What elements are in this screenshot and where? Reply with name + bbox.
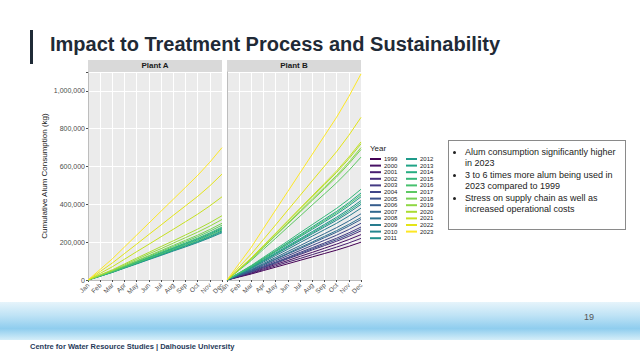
svg-text:May: May [264, 281, 279, 296]
svg-text:2012: 2012 [420, 156, 434, 162]
svg-text:2013: 2013 [420, 163, 434, 169]
svg-text:2018: 2018 [420, 196, 434, 202]
svg-text:2016: 2016 [420, 182, 434, 188]
svg-text:600,000: 600,000 [60, 163, 85, 170]
svg-text:Feb: Feb [90, 281, 103, 294]
svg-text:2015: 2015 [420, 176, 434, 182]
svg-text:Mar: Mar [102, 281, 115, 294]
svg-text:2003: 2003 [384, 182, 398, 188]
svg-text:400,000: 400,000 [60, 201, 85, 208]
svg-text:Feb: Feb [229, 281, 242, 294]
svg-text:May: May [125, 281, 140, 296]
svg-text:Cumulative Alum Consumption (k: Cumulative Alum Consumption (kg) [40, 113, 49, 239]
svg-text:2002: 2002 [384, 176, 398, 182]
svg-text:200,000: 200,000 [60, 239, 85, 246]
svg-text:1999: 1999 [384, 156, 398, 162]
svg-text:0: 0 [81, 276, 85, 284]
svg-text:800,000: 800,000 [60, 125, 85, 132]
svg-text:2007: 2007 [384, 209, 398, 215]
svg-text:Oct: Oct [188, 281, 200, 293]
svg-text:2005: 2005 [384, 196, 398, 202]
svg-text:Aug: Aug [163, 281, 177, 295]
svg-text:2022: 2022 [420, 222, 434, 228]
html-text:Stress on supply chain as well: Stress on supply chain as well as increa… [465, 193, 598, 214]
svg-text:Jul: Jul [153, 282, 164, 293]
svg-text:2006: 2006 [384, 202, 398, 208]
svg-text:2010: 2010 [384, 229, 398, 235]
svg-text:Nov: Nov [338, 281, 352, 295]
svg-text:Plant B: Plant B [280, 61, 308, 70]
html-text:Centre for Water Resource Stud: Centre for Water Resource Studies | Dalh… [30, 342, 235, 351]
svg-text:Apr: Apr [253, 281, 266, 294]
svg-text:Sep: Sep [314, 281, 328, 295]
svg-text:Jan: Jan [217, 281, 230, 294]
html-text:3 to 6 times more alum being u: 3 to 6 times more alum being used in 202… [465, 170, 613, 191]
svg-text:Plant A: Plant A [141, 61, 168, 70]
svg-text:Oct: Oct [327, 281, 339, 293]
svg-text:Mar: Mar [241, 281, 254, 294]
svg-text:Year: Year [370, 144, 387, 153]
svg-text:2008: 2008 [384, 215, 398, 221]
svg-text:2023: 2023 [420, 229, 434, 235]
svg-text:2000: 2000 [384, 163, 398, 169]
svg-text:2019: 2019 [420, 202, 434, 208]
svg-text:Jan: Jan [78, 281, 91, 294]
svg-text:Jun: Jun [139, 281, 152, 294]
svg-text:Nov: Nov [199, 281, 213, 295]
html-text:Impact to Treatment Process an: Impact to Treatment Process and Sustaina… [50, 33, 501, 55]
svg-text:2004: 2004 [384, 189, 398, 195]
html-text:19: 19 [584, 312, 594, 322]
svg-text:Jun: Jun [278, 281, 291, 294]
svg-text:Dec: Dec [350, 281, 364, 295]
svg-text:Sep: Sep [175, 281, 189, 295]
svg-text:Apr: Apr [114, 281, 127, 294]
svg-text:2020: 2020 [420, 209, 434, 215]
svg-text:2017: 2017 [420, 189, 434, 195]
svg-text:1,000,000: 1,000,000 [54, 87, 85, 94]
svg-text:2011: 2011 [384, 235, 398, 241]
svg-text:Jul: Jul [292, 282, 303, 293]
svg-text:2014: 2014 [420, 169, 434, 175]
html-text:Alum consumption significantly: Alum consumption significantly higher in… [465, 147, 616, 168]
svg-text:Aug: Aug [302, 281, 316, 295]
svg-text:2009: 2009 [384, 222, 398, 228]
svg-text:2021: 2021 [420, 215, 434, 221]
svg-text:2001: 2001 [384, 169, 398, 175]
